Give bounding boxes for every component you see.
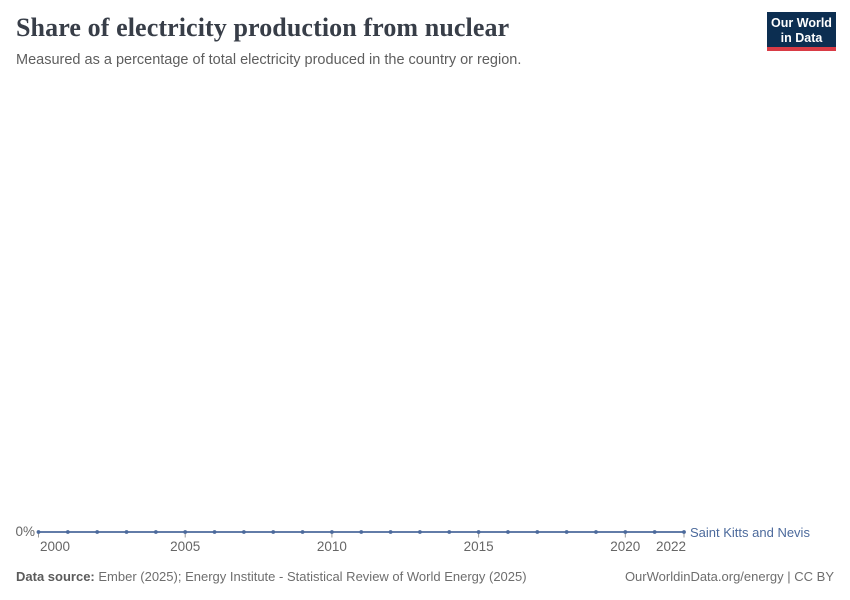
x-axis-tick-label: 2020 bbox=[610, 539, 640, 554]
data-source-note: Data source: Ember (2025); Energy Instit… bbox=[16, 569, 527, 584]
x-axis-tick-label: 2000 bbox=[40, 539, 70, 554]
data-point bbox=[271, 530, 276, 534]
data-point bbox=[124, 530, 129, 534]
data-point bbox=[359, 530, 364, 534]
data-point bbox=[535, 530, 540, 534]
data-point bbox=[447, 530, 452, 534]
x-axis-tick-label: 2015 bbox=[464, 539, 494, 554]
data-point bbox=[682, 530, 686, 534]
data-point bbox=[564, 530, 569, 534]
data-point bbox=[623, 530, 628, 534]
data-point bbox=[153, 530, 158, 534]
data-point bbox=[330, 530, 334, 534]
data-point bbox=[652, 530, 657, 534]
data-source-label: Data source: bbox=[16, 569, 95, 584]
data-point bbox=[212, 530, 217, 534]
owid-logo-line1: Our World bbox=[771, 16, 832, 30]
chart-title: Share of electricity production from nuc… bbox=[16, 13, 510, 42]
owid-logo: Our World in Data bbox=[767, 12, 836, 51]
data-point bbox=[183, 530, 188, 534]
data-point bbox=[241, 530, 246, 534]
data-point bbox=[300, 530, 305, 534]
series-label-saint-kitts-and-nevis: Saint Kitts and Nevis bbox=[690, 525, 810, 540]
data-point bbox=[506, 530, 510, 534]
data-point bbox=[388, 530, 393, 534]
owid-logo-line2: in Data bbox=[780, 31, 823, 45]
data-source-value: Ember (2025); Energy Institute - Statist… bbox=[94, 569, 527, 584]
x-axis-tick-label: 2010 bbox=[317, 539, 347, 554]
data-point bbox=[65, 530, 70, 534]
x-axis-tick-label: 2005 bbox=[170, 539, 200, 554]
y-axis-zero-label: 0% bbox=[15, 524, 35, 539]
data-point bbox=[95, 530, 100, 534]
data-point bbox=[418, 530, 422, 534]
x-axis-tick-label: 2022 bbox=[656, 539, 686, 554]
credit-note: OurWorldinData.org/energy | CC BY bbox=[624, 569, 834, 584]
data-point bbox=[36, 530, 41, 534]
data-point bbox=[594, 530, 598, 534]
data-point bbox=[476, 530, 481, 534]
chart-subtitle: Measured as a percentage of total electr… bbox=[16, 52, 522, 68]
